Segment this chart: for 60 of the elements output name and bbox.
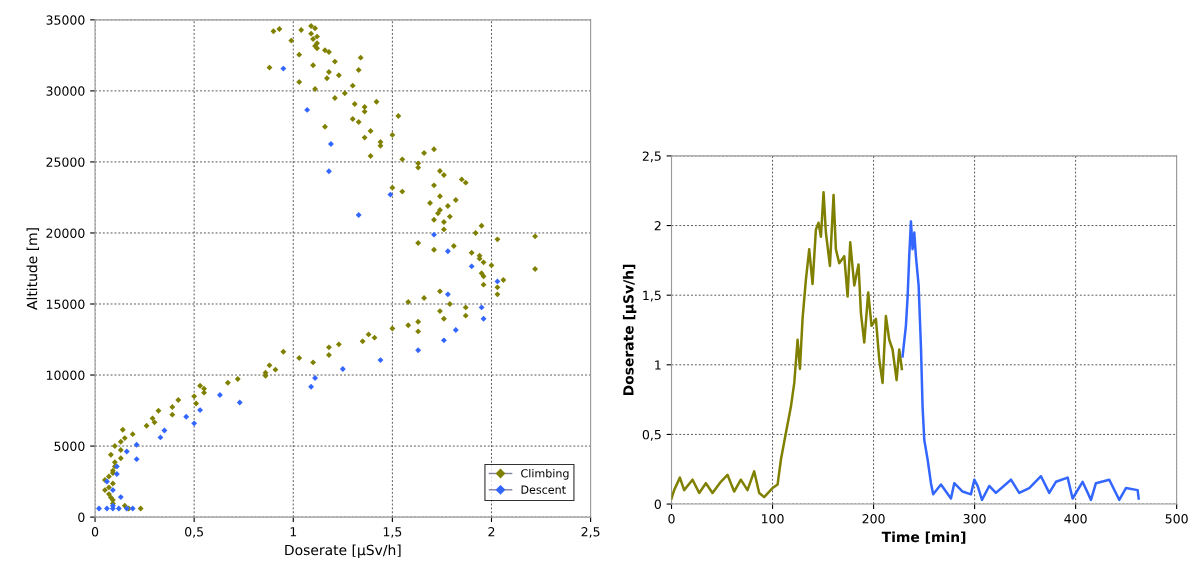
point <box>415 347 422 354</box>
y-tick-label: 1 <box>655 360 661 370</box>
point <box>480 315 487 322</box>
y-tick-label: 10000 <box>46 370 85 380</box>
x-tick-label: 300 <box>963 514 986 524</box>
point <box>113 471 120 477</box>
x-tick-label: 100 <box>761 514 784 524</box>
y-tick-label: 0 <box>654 499 661 509</box>
x-tick-label: 1 <box>290 527 297 537</box>
x-axis-title: Doserate [µSv/h] <box>285 544 401 558</box>
line-series <box>901 220 1140 502</box>
point <box>236 399 243 406</box>
y-tick-label: 30000 <box>46 86 85 96</box>
point <box>355 212 362 218</box>
point <box>129 505 136 512</box>
point <box>157 434 164 441</box>
point <box>115 505 122 512</box>
x-axis-title: Time [min] <box>881 531 966 544</box>
point <box>326 168 332 175</box>
y-tick-label: 0,5 <box>642 429 661 441</box>
y-tick-label: 35000 <box>46 15 85 25</box>
y-tick-label: 2 <box>654 221 661 231</box>
x-tick-label: 500 <box>1165 514 1188 524</box>
y-tick-label: 20000 <box>46 228 85 238</box>
point <box>191 420 198 427</box>
y-tick-label: 1,5 <box>643 290 661 302</box>
y-axis-title: Altitude [m] <box>26 228 39 310</box>
point <box>431 231 437 238</box>
y-tick-label: 2,5 <box>642 151 661 163</box>
point <box>133 456 140 463</box>
x-tick-label: 0 <box>91 527 99 537</box>
x-tick-label: 0 <box>668 514 675 524</box>
point <box>377 357 384 364</box>
legend-label: Descent <box>521 485 566 494</box>
point <box>123 448 130 455</box>
point <box>444 291 451 298</box>
point <box>327 141 334 147</box>
point <box>103 505 110 512</box>
point <box>339 366 346 373</box>
point <box>444 248 451 255</box>
x-tick-label: 400 <box>1064 514 1087 524</box>
x-tick-label: 1,5 <box>383 527 402 538</box>
point <box>308 383 315 390</box>
x-tick-label: 200 <box>862 514 885 524</box>
point <box>452 327 459 333</box>
point <box>440 337 447 344</box>
legend-label: Climbing <box>521 468 569 480</box>
point <box>133 441 140 448</box>
point <box>312 375 319 381</box>
line-series <box>671 190 904 500</box>
y-tick-label: 25000 <box>46 157 85 167</box>
point <box>117 494 124 501</box>
x-tick-label: 2,5 <box>581 527 600 538</box>
point <box>96 505 102 512</box>
y-axis-title: Doserate [µSv/h] <box>622 264 637 396</box>
x-tick-label: 0,5 <box>185 527 203 538</box>
y-tick-label: 5000 <box>54 441 85 451</box>
point <box>280 65 287 72</box>
y-tick-label: 15000 <box>46 299 85 309</box>
x-tick-label: 2 <box>488 527 495 537</box>
